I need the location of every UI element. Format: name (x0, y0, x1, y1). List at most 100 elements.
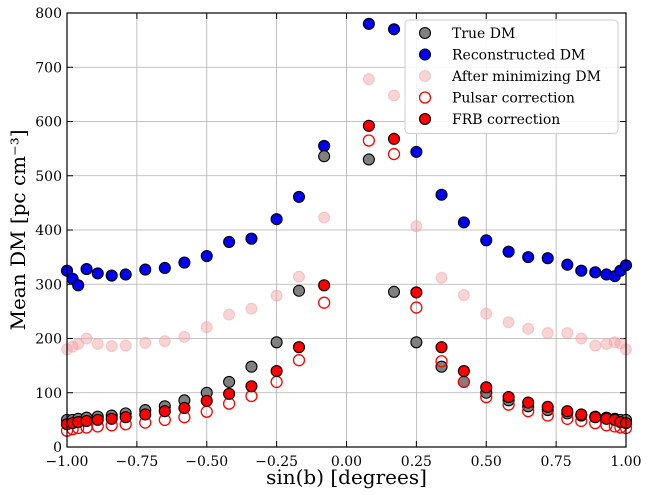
data-point (245, 302, 258, 315)
data-point (502, 245, 515, 258)
data-point (362, 119, 375, 132)
x-tick-labels: −1.00 −0.75 −0.50 −0.25 0.00 0.25 0.50 0.75 1.00 (46, 454, 642, 470)
data-point (318, 279, 331, 292)
data-point (72, 337, 85, 350)
y-tick-label: 200 (35, 332, 62, 348)
x-tick-label: −0.75 (115, 454, 158, 470)
data-point (480, 234, 493, 247)
data-point (410, 286, 423, 299)
legend-marker (418, 112, 432, 126)
data-point (270, 336, 283, 349)
data-point (541, 327, 554, 340)
data-point (223, 375, 236, 388)
legend-entry-label: Pulsar correction (452, 91, 575, 107)
data-point (139, 336, 152, 349)
y-tick-label: 100 (35, 386, 62, 402)
data-point (80, 263, 93, 276)
y-tick-labels: 0 100 200 300 400 500 600 700 800 (35, 6, 62, 456)
data-point (589, 266, 602, 279)
data-point (410, 336, 423, 349)
data-point (158, 405, 171, 418)
data-point (245, 360, 258, 373)
x-tick-label: 1.00 (610, 454, 641, 470)
plot-frame (66, 12, 627, 448)
data-point (119, 268, 132, 281)
data-point (318, 139, 331, 152)
data-point (223, 308, 236, 321)
data-point (270, 364, 283, 378)
data-point (158, 261, 171, 275)
data-point (245, 232, 258, 245)
data-point (387, 132, 401, 145)
data-point (91, 337, 104, 350)
series-reconstructed-dm (60, 17, 633, 292)
data-point (292, 341, 306, 354)
data-point (457, 289, 470, 302)
data-point (223, 387, 236, 400)
data-point (91, 267, 104, 280)
x-tick-label: 0.50 (471, 454, 502, 470)
data-point (178, 330, 191, 343)
legend-box (404, 19, 619, 134)
x-tick-label: 0.00 (331, 454, 362, 470)
data-point (541, 252, 554, 265)
data-point (362, 73, 375, 86)
data-point (223, 235, 236, 248)
data-point (119, 339, 132, 352)
y-tick-label: 600 (35, 115, 62, 131)
data-point (561, 258, 574, 271)
y-tick-label: 300 (35, 277, 62, 293)
data-point (589, 411, 602, 424)
data-point (139, 408, 152, 421)
data-point (561, 405, 574, 418)
data-point (435, 341, 448, 354)
data-point (387, 285, 401, 298)
x-tick-label: 0.75 (541, 454, 572, 470)
legend-marker (418, 91, 432, 104)
legend: True DM Reconstructed DM After minimizing … (404, 19, 619, 134)
data-point (105, 269, 118, 282)
data-point (270, 213, 283, 226)
data-point (178, 256, 191, 269)
data-point (480, 307, 493, 320)
data-point (105, 340, 118, 353)
data-points (60, 17, 633, 437)
legend-entry-label: After minimizing DM (451, 69, 601, 85)
data-point (105, 412, 118, 425)
x-tick-label: −1.00 (46, 454, 89, 470)
y-tick-label: 700 (35, 60, 62, 76)
data-point (317, 296, 331, 309)
data-point (245, 380, 258, 393)
y-tick-label: 0 (53, 440, 62, 456)
data-point (480, 381, 493, 394)
data-point (362, 17, 375, 30)
data-point (292, 270, 306, 283)
data-point (435, 188, 448, 201)
data-point (80, 332, 93, 345)
data-point (387, 147, 401, 161)
data-point (600, 337, 613, 350)
data-point (292, 190, 306, 203)
data-point (410, 301, 423, 314)
data-point (270, 289, 283, 302)
x-axis-label: sin(b) [degrees] (266, 465, 427, 489)
data-point (457, 216, 470, 229)
data-point (200, 321, 213, 334)
data-point (292, 284, 306, 297)
data-point (575, 332, 588, 345)
data-point (410, 220, 423, 233)
data-point (119, 411, 132, 424)
series-frb-correction (60, 119, 633, 431)
data-point (80, 414, 93, 428)
legend-marker (418, 69, 432, 83)
legend-marker (418, 48, 432, 61)
data-point (435, 271, 448, 284)
series-after-minimizing-dm (60, 73, 633, 356)
data-point (589, 339, 602, 352)
data-point (318, 150, 331, 163)
x-tick-label: −0.25 (255, 454, 298, 470)
data-point (158, 335, 171, 348)
y-axis-label: Mean DM [pc cm⁻³] (6, 129, 30, 330)
data-point (362, 134, 376, 147)
data-point (139, 263, 152, 276)
